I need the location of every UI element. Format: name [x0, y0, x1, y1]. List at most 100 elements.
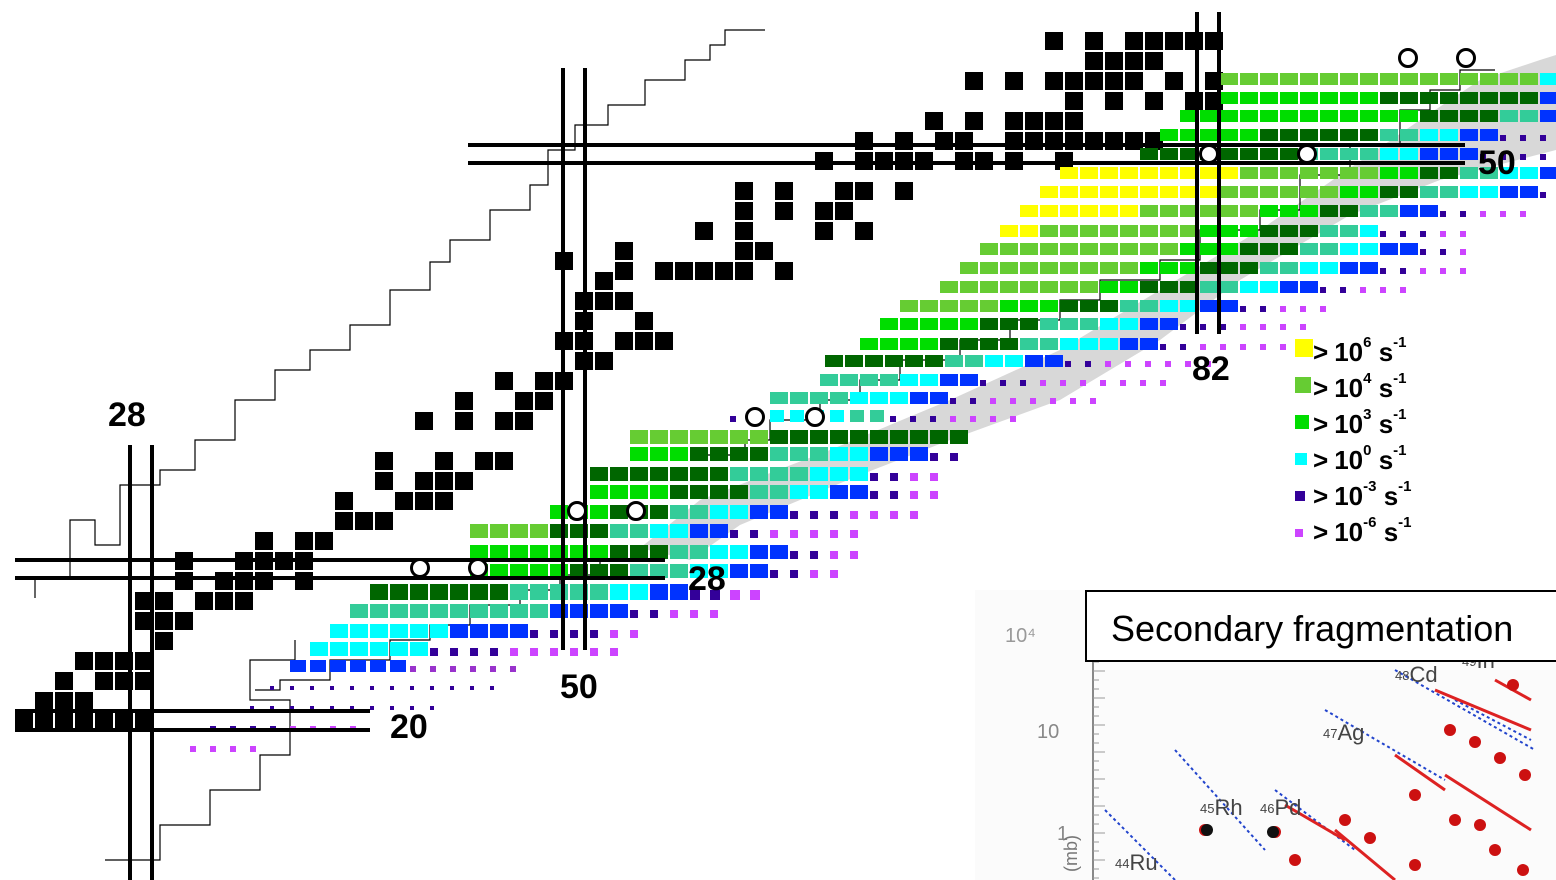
rate-square	[550, 564, 568, 578]
unexplored-region	[640, 55, 1556, 560]
inset-fit-dotted	[1104, 809, 1176, 880]
rate-square	[1200, 225, 1218, 237]
stable-isotope	[55, 712, 73, 730]
rate-square	[810, 392, 828, 404]
stable-isotope	[595, 272, 613, 290]
rate-square	[940, 300, 958, 312]
rate-square	[1120, 243, 1138, 255]
stable-isotope	[755, 242, 773, 260]
rate-square	[1420, 186, 1438, 198]
stable-isotope	[1125, 132, 1143, 150]
rate-square	[1500, 135, 1506, 141]
stable-isotope	[495, 372, 513, 390]
rate-square	[1020, 318, 1038, 330]
rate-square	[890, 491, 898, 499]
stable-isotope	[135, 592, 153, 610]
rate-square	[650, 485, 668, 499]
rate-square	[1360, 225, 1378, 237]
rate-square	[1320, 205, 1338, 217]
rate-square	[1040, 281, 1058, 293]
rate-square	[630, 430, 648, 444]
stable-isotope	[1045, 32, 1063, 50]
rate-square	[1400, 186, 1418, 198]
rate-square	[1360, 243, 1378, 255]
rate-square	[1060, 167, 1078, 179]
rate-square	[1360, 262, 1378, 274]
rate-square	[350, 706, 354, 710]
rate-square	[1220, 186, 1238, 198]
rate-square	[1320, 167, 1338, 179]
stable-isotope	[35, 712, 53, 730]
rate-square	[1240, 73, 1258, 85]
stable-isotope	[1185, 32, 1203, 50]
rate-square	[1040, 380, 1046, 386]
rate-square	[1080, 225, 1098, 237]
rate-square	[1140, 148, 1158, 160]
stable-isotope	[1125, 52, 1143, 70]
rate-square	[900, 300, 918, 312]
stable-isotope	[255, 532, 273, 550]
stable-isotope	[1045, 72, 1063, 90]
rate-square	[1160, 167, 1178, 179]
rate-square	[670, 467, 688, 481]
rate-square	[1125, 361, 1131, 367]
rate-square	[850, 551, 858, 559]
rate-square	[370, 686, 374, 690]
rate-square	[1420, 148, 1438, 160]
rate-square	[770, 505, 788, 519]
stable-isotope	[235, 572, 253, 590]
rate-square	[1040, 318, 1058, 330]
stable-isotope	[35, 692, 53, 710]
rate-square	[650, 447, 668, 461]
stable-isotope	[615, 292, 633, 310]
rate-square	[1000, 225, 1018, 237]
rate-square	[950, 453, 958, 461]
rate-square	[1460, 211, 1466, 217]
rate-square	[1240, 281, 1258, 293]
rate-square	[1010, 416, 1016, 422]
rate-square	[650, 430, 668, 444]
rate-square	[1500, 92, 1518, 104]
rate-square	[1100, 225, 1118, 237]
rate-square	[1440, 186, 1458, 198]
doubly-magic-nucleus	[1199, 144, 1219, 164]
rate-square	[1060, 243, 1078, 255]
rate-square	[1180, 148, 1198, 160]
rate-square	[1090, 398, 1096, 404]
rate-square	[610, 505, 628, 519]
rate-square	[1460, 231, 1466, 237]
rate-square	[1420, 231, 1426, 237]
stable-isotope	[235, 592, 253, 610]
rate-square	[630, 630, 638, 638]
rate-square	[1040, 186, 1058, 198]
doubly-magic-nucleus	[410, 558, 430, 578]
rate-square	[710, 545, 728, 559]
rate-square	[1280, 344, 1286, 350]
rate-square	[1280, 148, 1298, 160]
rate-square	[1025, 355, 1043, 367]
rate-square	[1460, 268, 1466, 274]
rate-square	[1200, 324, 1206, 330]
inset-fit-dotted	[1274, 789, 1356, 851]
rate-square	[730, 467, 748, 481]
rate-square	[1500, 154, 1506, 160]
rate-square	[1280, 324, 1286, 330]
rate-square	[1140, 380, 1146, 386]
rate-square	[1180, 110, 1198, 122]
rate-square	[1260, 148, 1278, 160]
rate-square	[710, 430, 728, 444]
rate-square	[770, 530, 778, 538]
rate-square	[1100, 243, 1118, 255]
rate-square	[1180, 300, 1198, 312]
stable-isotope	[775, 262, 793, 280]
rate-square	[1140, 205, 1158, 217]
rate-square	[1240, 225, 1258, 237]
inset-element-label: 46Pd	[1260, 795, 1301, 820]
rate-square	[590, 505, 608, 519]
stable-isotope	[475, 452, 493, 470]
inset-element-label: 44Ru	[1115, 850, 1158, 875]
stable-isotope	[1065, 92, 1083, 110]
inset-fit-dotted	[1454, 699, 1532, 741]
rate-square	[1100, 281, 1118, 293]
rate-square	[530, 584, 548, 600]
